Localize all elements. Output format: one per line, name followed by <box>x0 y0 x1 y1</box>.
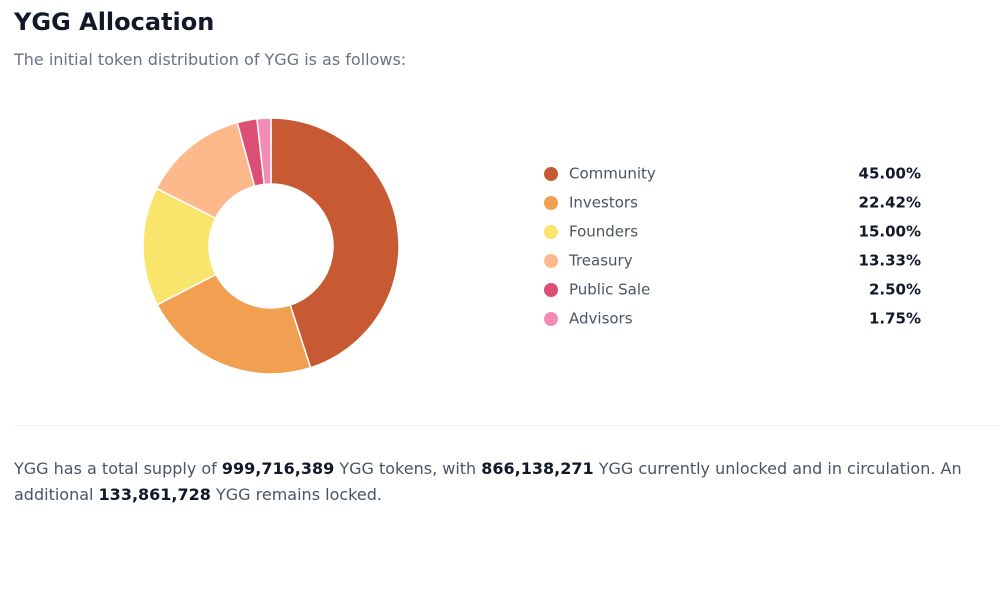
circulating: 866,138,271 <box>481 459 594 478</box>
value-label: 2.50% <box>869 281 921 299</box>
value-label: 15.00% <box>859 223 921 241</box>
subtitle: The initial token distribution of YGG is… <box>14 50 407 69</box>
summary: YGG has a total supply of 999,716,389 YG… <box>14 456 989 508</box>
legend-swatch <box>544 283 558 297</box>
slice <box>156 273 312 375</box>
value-label: 22.42% <box>859 194 921 212</box>
text: YGG remains locked. <box>210 485 382 504</box>
text: YGG tokens, with <box>334 459 482 478</box>
legend-label: Treasury <box>568 252 633 270</box>
legend-label: Public Sale <box>569 281 650 299</box>
legend-swatch <box>544 254 558 268</box>
legend-label: Community <box>569 165 656 183</box>
chart: Community 45.00% Investors 22.42% Founders 15… <box>142 117 921 375</box>
value-label: 45.00% <box>859 165 921 183</box>
locked: 133,861,728 <box>98 485 211 504</box>
legend-swatch <box>544 225 558 239</box>
text: YGG has a total supply of <box>14 459 222 478</box>
slice <box>270 117 400 369</box>
legend-label: Advisors <box>569 310 633 328</box>
divider <box>14 425 1000 426</box>
slice <box>256 117 272 186</box>
legend-swatch <box>544 167 558 181</box>
legend-label: Founders <box>569 223 638 241</box>
legend-swatch <box>544 196 558 210</box>
text: YGG currently unlocked and in circulatio… <box>14 459 962 504</box>
title: YGG Allocation <box>14 8 215 36</box>
value-label: 1.75% <box>869 310 921 328</box>
legend-swatch <box>544 312 558 326</box>
legend-label: Investors <box>569 194 638 212</box>
value-label: 13.33% <box>859 252 921 270</box>
total-supply: 999,716,389 <box>221 459 335 478</box>
